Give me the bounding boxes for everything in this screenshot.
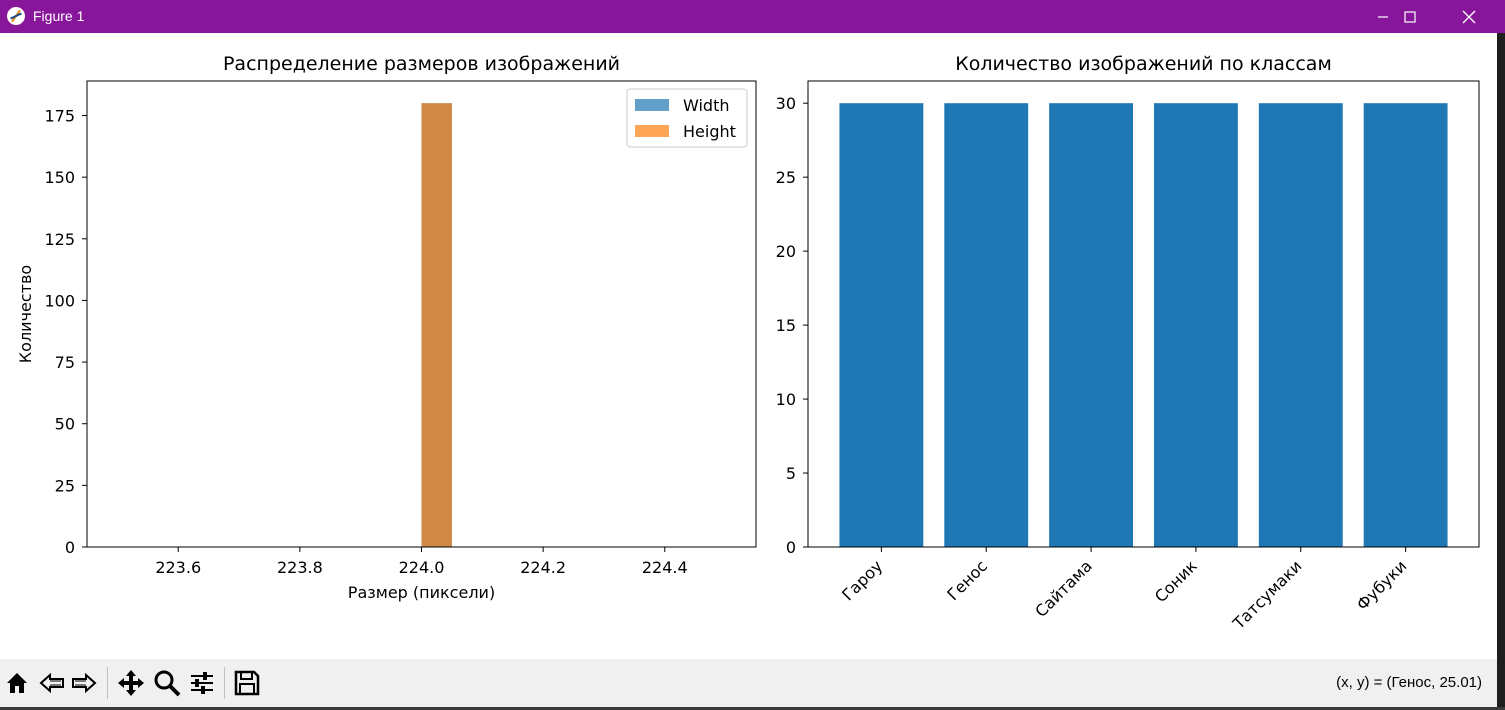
maximize-button[interactable] <box>1382 0 1438 33</box>
x-axis-label: Размер (пиксели) <box>348 583 495 602</box>
cursor-coordinates: (x, y) = (Генос, 25.01) <box>1336 674 1482 691</box>
y-tick-label: 150 <box>44 168 75 187</box>
home-button[interactable] <box>1 667 33 699</box>
figure-canvas[interactable]: 223.6 223.8 224.0 224.2 224.4 0 25 50 75 100 125 15… <box>0 33 1497 659</box>
class-bar <box>944 103 1029 547</box>
close-button[interactable] <box>1441 0 1497 33</box>
configure-subplots-button[interactable] <box>186 667 218 699</box>
y-tick-label: 25 <box>55 476 75 495</box>
y-tick-label: 0 <box>65 538 75 557</box>
y-tick-label: 5 <box>786 464 796 483</box>
class-tick-label: Татсумаки <box>1228 556 1305 633</box>
class-bar <box>1153 103 1238 547</box>
x-tick-label: 223.8 <box>277 558 323 577</box>
move-icon <box>118 670 144 696</box>
zoom-icon <box>154 670 181 697</box>
class-tick-label: Генос <box>943 556 991 604</box>
save-button[interactable] <box>231 667 263 699</box>
class-tick-label: Сайтама <box>1031 556 1096 621</box>
y-tick-label: 75 <box>55 353 75 372</box>
chart-title: Количество изображений по классам <box>955 53 1332 75</box>
legend-label-width: Width <box>683 96 729 115</box>
y-tick-label: 125 <box>44 230 75 249</box>
y-axis-label: Количество <box>16 265 35 363</box>
maximize-icon <box>1404 10 1416 23</box>
navigation-toolbar: (x, y) = (Генос, 25.01) <box>0 659 1497 707</box>
chart-title: Распределение размеров изображений <box>223 53 620 75</box>
class-bar <box>1049 103 1134 547</box>
y-tick-label: 0 <box>786 538 796 557</box>
class-tick-label: Гароу <box>838 556 886 604</box>
minimize-icon <box>1378 15 1388 18</box>
title-bar: Figure 1 <box>0 0 1505 33</box>
class-bar <box>1363 103 1448 547</box>
y-tick-label: 50 <box>55 415 75 434</box>
class-bar <box>1258 103 1343 547</box>
y-tick-label: 25 <box>776 168 796 187</box>
close-icon <box>1462 10 1476 23</box>
forward-arrow-icon <box>72 672 97 694</box>
y-tick-label: 20 <box>776 242 796 261</box>
window-title: Figure 1 <box>33 8 85 24</box>
y-tick-label: 175 <box>44 107 75 126</box>
forward-button[interactable] <box>68 667 100 699</box>
x-tick-label: 224.0 <box>399 558 445 577</box>
x-tick-label: 224.4 <box>642 558 688 577</box>
toolbar-separator <box>107 667 108 699</box>
taskbar-edge <box>0 707 1505 710</box>
class-bar <box>839 103 924 547</box>
pan-button[interactable] <box>115 667 147 699</box>
matplotlib-logo-icon <box>7 7 25 25</box>
y-tick-label: 15 <box>776 316 796 335</box>
histogram-bar-height <box>421 103 452 547</box>
minimize-button[interactable] <box>1355 0 1411 33</box>
home-icon <box>7 673 27 693</box>
toolbar-separator <box>224 667 225 699</box>
class-tick-label: Фубуки <box>1353 556 1411 614</box>
x-tick-label: 223.6 <box>155 558 201 577</box>
back-button[interactable] <box>36 667 68 699</box>
plot-frame <box>807 80 1480 548</box>
figure-svg: 223.6 223.8 224.0 224.2 224.4025507510012515… <box>16 53 1480 634</box>
save-icon <box>234 670 260 696</box>
y-tick-label: 100 <box>44 291 75 310</box>
legend-label-height: Height <box>683 122 736 141</box>
y-tick-label: 30 <box>776 94 796 113</box>
sliders-icon <box>191 672 213 694</box>
legend-swatch-height <box>635 125 669 137</box>
x-tick-label: 224.2 <box>520 558 566 577</box>
y-tick-label: 10 <box>776 390 796 409</box>
back-arrow-icon <box>39 672 64 694</box>
legend-swatch-width <box>635 99 669 111</box>
class-tick-label: Соник <box>1151 556 1201 606</box>
zoom-button[interactable] <box>151 667 183 699</box>
background-window-edge <box>1497 33 1505 710</box>
